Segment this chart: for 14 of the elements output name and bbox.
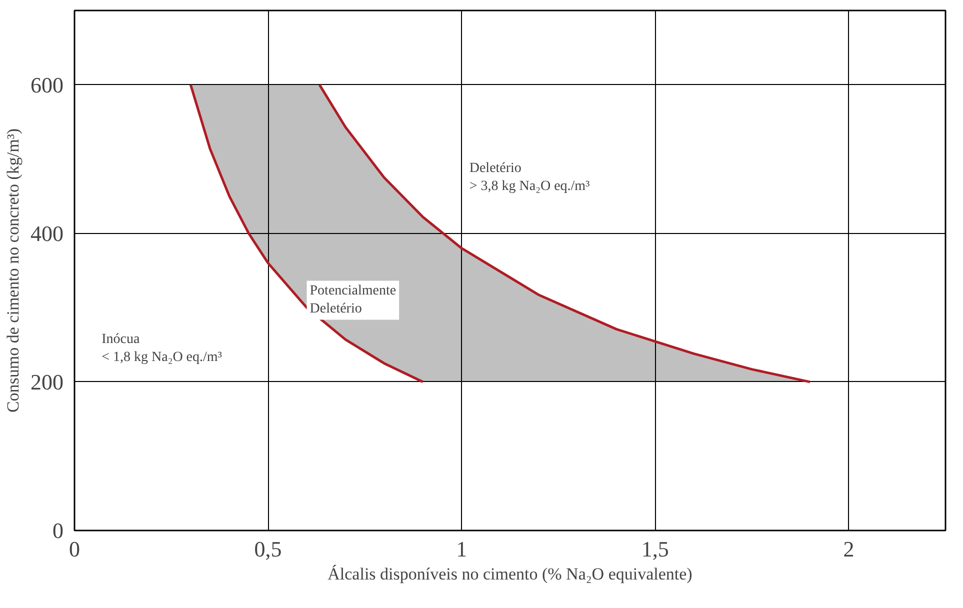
x-axis-title: Álcalis disponíveis no cimento (% Na₂O equivalente): [328, 564, 692, 584]
annotation: Deletério > 3,8 kg Na₂O eq./m³: [469, 161, 590, 194]
x-tick-label: 1: [456, 536, 468, 562]
x-tick-label: 2: [843, 536, 854, 562]
y-tick-label: 200: [30, 369, 64, 394]
annotation: Potencialmente Deletério: [310, 284, 396, 317]
x-tick-label: 0: [69, 536, 80, 562]
y-axis-title: Consumo de cimento no concreto (kg/m³): [4, 128, 22, 413]
annotation: Inócua < 1,8 kg Na₂O eq./m³: [102, 332, 222, 365]
y-tick-label: 600: [30, 72, 64, 98]
x-tick-label: 0,5: [254, 536, 282, 562]
x-tick-label: 1,5: [641, 536, 669, 562]
y-tick-label: 400: [30, 220, 64, 246]
y-tick-label: 0: [52, 518, 64, 543]
